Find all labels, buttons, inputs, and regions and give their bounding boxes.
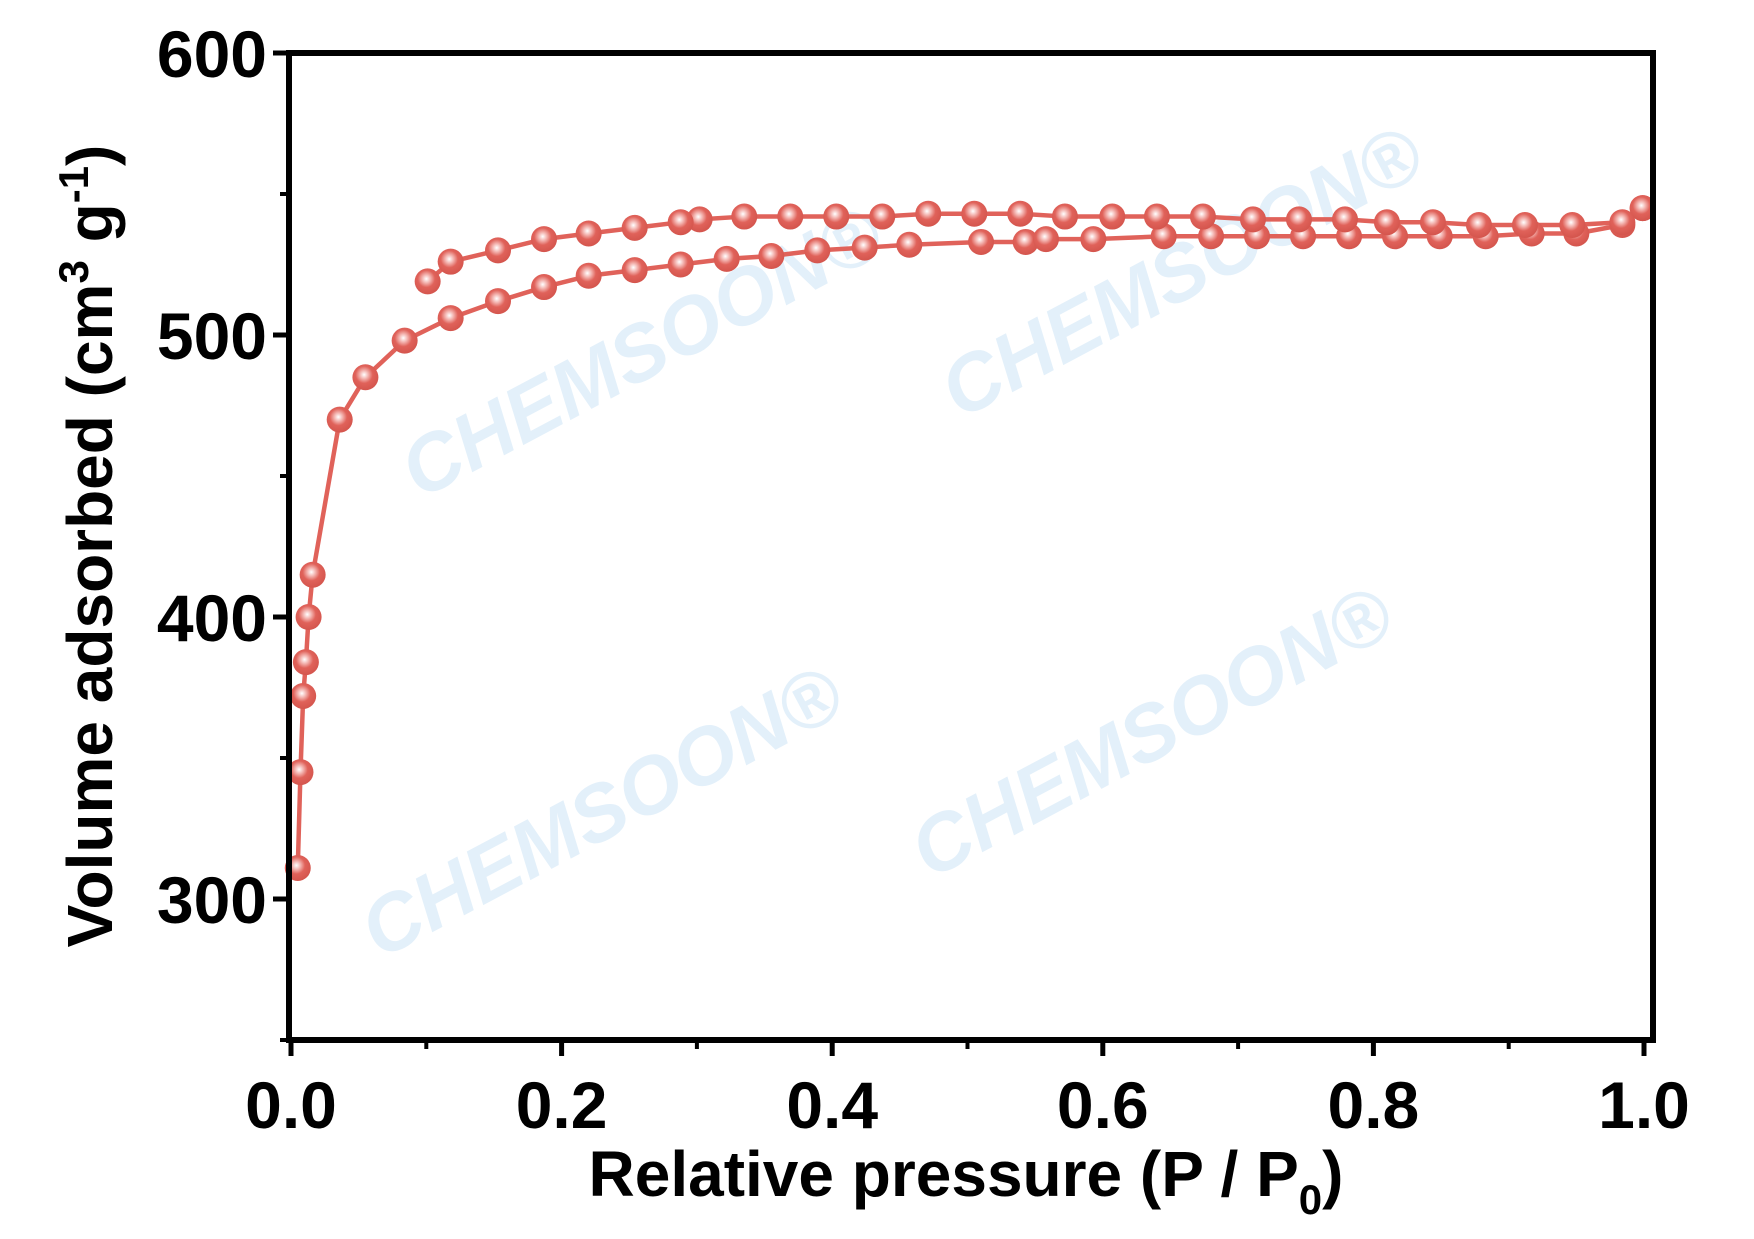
desorption-point xyxy=(731,203,758,230)
adsorption-point xyxy=(485,288,512,315)
desorption-point xyxy=(621,214,648,241)
desorption-point xyxy=(437,248,464,275)
x-tick-label: 0.2 xyxy=(516,1068,608,1142)
desorption-point xyxy=(961,200,988,227)
adsorption-point xyxy=(804,237,831,264)
adsorption-point xyxy=(575,262,602,289)
adsorption-point xyxy=(290,682,317,709)
desorption-point xyxy=(575,220,602,247)
desorption-point xyxy=(1331,206,1358,233)
desorption-point xyxy=(1285,206,1312,233)
adsorption-point xyxy=(391,327,418,354)
desorption-point xyxy=(667,209,694,236)
adsorption-point xyxy=(1198,223,1225,250)
adsorption-point xyxy=(667,251,694,278)
y-tick-label: 500 xyxy=(157,299,267,373)
axis-ticks: 0.0 0.2 0.4 0.6 0.8 1.0 300 400 500 600 xyxy=(157,17,1690,1142)
x-tick-label: 0.0 xyxy=(245,1068,337,1142)
y-tick-label: 300 xyxy=(157,863,267,937)
desorption-point xyxy=(1465,212,1492,239)
y-tick-label: 400 xyxy=(157,581,267,655)
plot-frame xyxy=(286,50,1656,1043)
adsorption-point xyxy=(326,406,353,433)
desorption-point xyxy=(1239,206,1266,233)
adsorption-point xyxy=(292,649,319,676)
desorption-point xyxy=(1609,209,1636,236)
plot-area xyxy=(284,195,1656,881)
desorption-point xyxy=(869,203,896,230)
adsorption-point xyxy=(1032,226,1059,253)
x-tick-label: 0.6 xyxy=(1057,1068,1149,1142)
watermark-text: CHEMSOON® xyxy=(346,648,856,975)
adsorption-point xyxy=(295,604,322,630)
desorption-point xyxy=(485,237,512,264)
desorption-point xyxy=(1559,212,1586,239)
adsorption-point xyxy=(851,234,878,261)
adsorption-point xyxy=(531,274,558,301)
adsorption-point xyxy=(968,228,995,255)
adsorption-point xyxy=(713,245,740,272)
adsorption-point xyxy=(621,257,648,284)
adsorption-point xyxy=(1150,223,1177,250)
desorption-point xyxy=(1007,200,1034,227)
adsorption-point xyxy=(352,364,379,391)
watermark-text: CHEMSOON® xyxy=(896,568,1406,895)
desorption-point xyxy=(531,226,558,253)
desorption-point xyxy=(414,268,441,295)
adsorption-point xyxy=(1080,226,1107,253)
desorption-point xyxy=(1629,195,1656,222)
x-tick-label: 1.0 xyxy=(1598,1068,1690,1142)
adsorption-point xyxy=(299,561,326,588)
adsorption-point xyxy=(758,243,785,270)
desorption-point xyxy=(823,203,850,230)
x-tick-label: 0.4 xyxy=(786,1068,878,1142)
y-tick-label: 600 xyxy=(157,17,267,91)
desorption-point xyxy=(777,203,804,230)
adsorption-point xyxy=(896,231,923,258)
desorption-point xyxy=(1143,203,1170,230)
y-axis-label: Volume adsorbed (cm3 g-1) xyxy=(50,145,126,948)
desorption-point xyxy=(1099,203,1126,230)
desorption-point xyxy=(915,200,942,227)
adsorption-point xyxy=(287,759,314,786)
watermark-text: CHEMSOON® xyxy=(926,108,1436,435)
desorption-point xyxy=(1419,209,1446,236)
adsorption-point xyxy=(1012,228,1039,255)
desorption-point xyxy=(1511,212,1538,239)
x-tick-label: 0.8 xyxy=(1328,1068,1420,1142)
desorption-point xyxy=(1189,203,1216,230)
x-axis-label: Relative pressure (P / P0) xyxy=(589,1138,1344,1223)
desorption-point xyxy=(1373,209,1400,236)
desorption-point xyxy=(1051,203,1078,230)
adsorption-point xyxy=(437,305,464,332)
